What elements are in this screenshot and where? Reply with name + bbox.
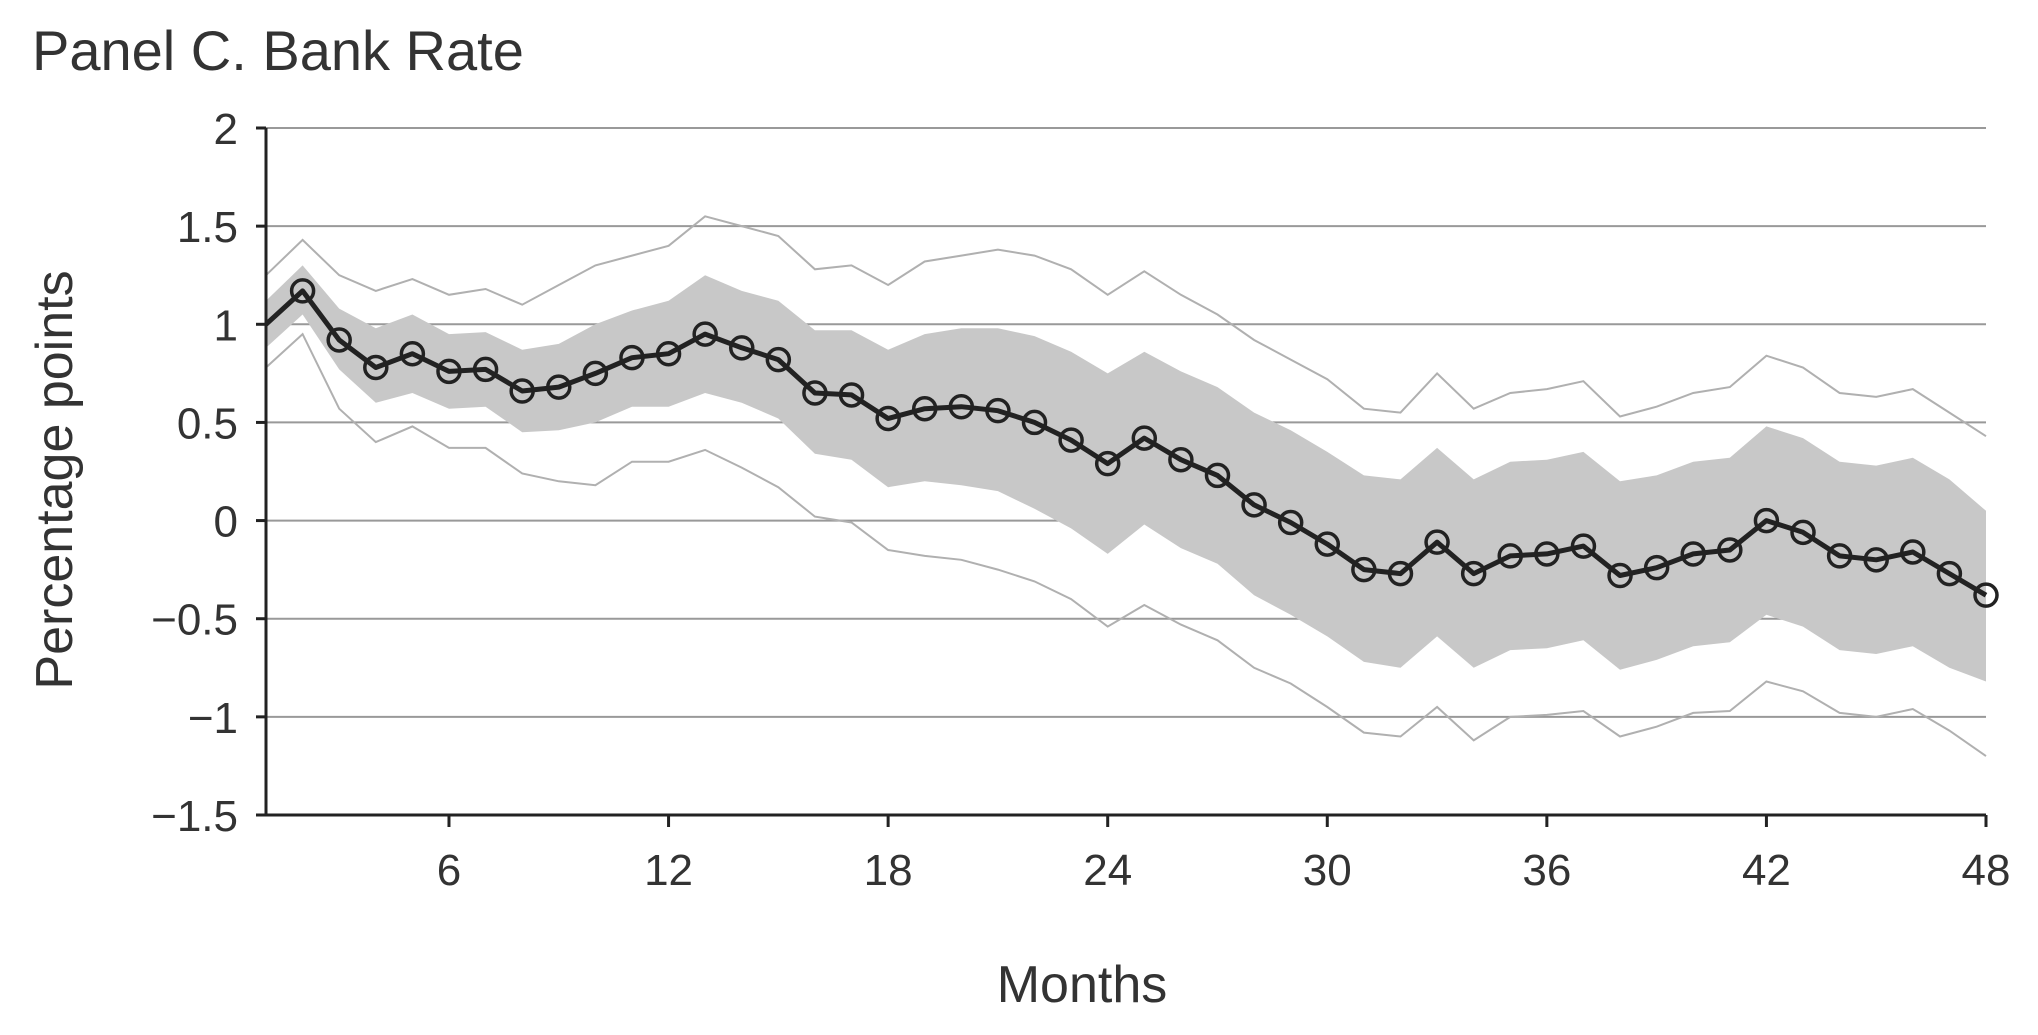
data-point	[1643, 554, 1670, 581]
point-estimate-line	[264, 288, 1988, 598]
data-point	[399, 340, 426, 367]
x-axis-title: Months	[997, 956, 1168, 1014]
y-tick-label: 1	[214, 301, 238, 350]
data-point	[1314, 531, 1341, 557]
data-point	[1168, 446, 1194, 473]
data-point	[1900, 539, 1926, 565]
y-tick-label: −1.5	[151, 792, 238, 841]
data-point	[1387, 560, 1414, 587]
data-point	[1570, 533, 1597, 559]
data-point	[1131, 425, 1158, 451]
data-point	[765, 346, 792, 373]
data-point	[1204, 462, 1231, 489]
data-point	[326, 327, 352, 353]
data-points	[289, 278, 1999, 608]
data-point	[1058, 427, 1084, 453]
data-point	[509, 378, 535, 404]
data-point	[1094, 450, 1121, 477]
data-point	[1936, 560, 1963, 587]
data-point	[363, 354, 389, 381]
x-tick-labels: 6 12 18 24 30 36 42 48	[437, 846, 2011, 895]
data-point	[692, 321, 718, 347]
data-point	[1863, 547, 1889, 573]
data-point	[546, 374, 572, 400]
data-point	[619, 344, 645, 371]
x-tick-label: 36	[1522, 846, 1571, 895]
y-tick-label: −0.5	[151, 596, 238, 645]
data-point	[1826, 543, 1853, 569]
x-tick-label: 18	[864, 846, 913, 895]
series-lines	[264, 288, 1988, 598]
data-point	[289, 278, 316, 304]
data-point	[1424, 529, 1450, 555]
x-tick-label: 6	[437, 846, 461, 895]
y-tick-label: 2	[214, 105, 238, 154]
x-tick-label: 42	[1742, 846, 1791, 895]
data-point	[875, 405, 901, 432]
x-tick-label: 48	[1962, 846, 2011, 895]
data-point	[1021, 409, 1048, 436]
y-tick-label: 1.5	[177, 203, 238, 252]
outer-band-lower-line	[265, 332, 1987, 757]
data-point	[1241, 492, 1267, 518]
data-point	[838, 382, 865, 408]
y-tick-labels: −1.5 −1 −0.5 0 0.5 1 1.5 2	[151, 105, 238, 841]
data-point	[1680, 541, 1706, 567]
data-point	[728, 335, 755, 361]
y-tick-label: −1	[188, 694, 238, 743]
data-point	[985, 397, 1011, 424]
axes	[256, 126, 1988, 827]
data-point	[1277, 509, 1304, 536]
confidence-bands	[265, 215, 1987, 757]
data-point	[911, 395, 938, 422]
data-point	[1497, 543, 1524, 569]
data-point	[1607, 562, 1633, 589]
chart-title: Panel C. Bank Rate	[32, 19, 524, 82]
data-point	[948, 393, 975, 420]
inner-confidence-band	[266, 265, 1986, 682]
data-point	[1973, 582, 1999, 608]
data-point	[436, 358, 462, 385]
x-tick-label: 12	[644, 846, 693, 895]
data-point	[655, 340, 682, 367]
data-point	[802, 380, 828, 406]
data-point	[1790, 519, 1816, 546]
outer-band-upper-line	[265, 215, 1987, 438]
data-point	[1753, 507, 1780, 534]
y-axis-title: Percentage points	[26, 270, 84, 689]
data-point	[472, 356, 499, 383]
y-tick-label: 0	[214, 498, 238, 547]
data-point	[1534, 541, 1560, 567]
data-point	[582, 360, 609, 387]
x-tick-label: 24	[1083, 846, 1132, 895]
x-tick-label: 30	[1303, 846, 1352, 895]
data-point	[1460, 560, 1487, 587]
data-point	[1351, 556, 1377, 583]
data-point	[1717, 537, 1743, 563]
y-tick-label: 0.5	[177, 399, 238, 448]
